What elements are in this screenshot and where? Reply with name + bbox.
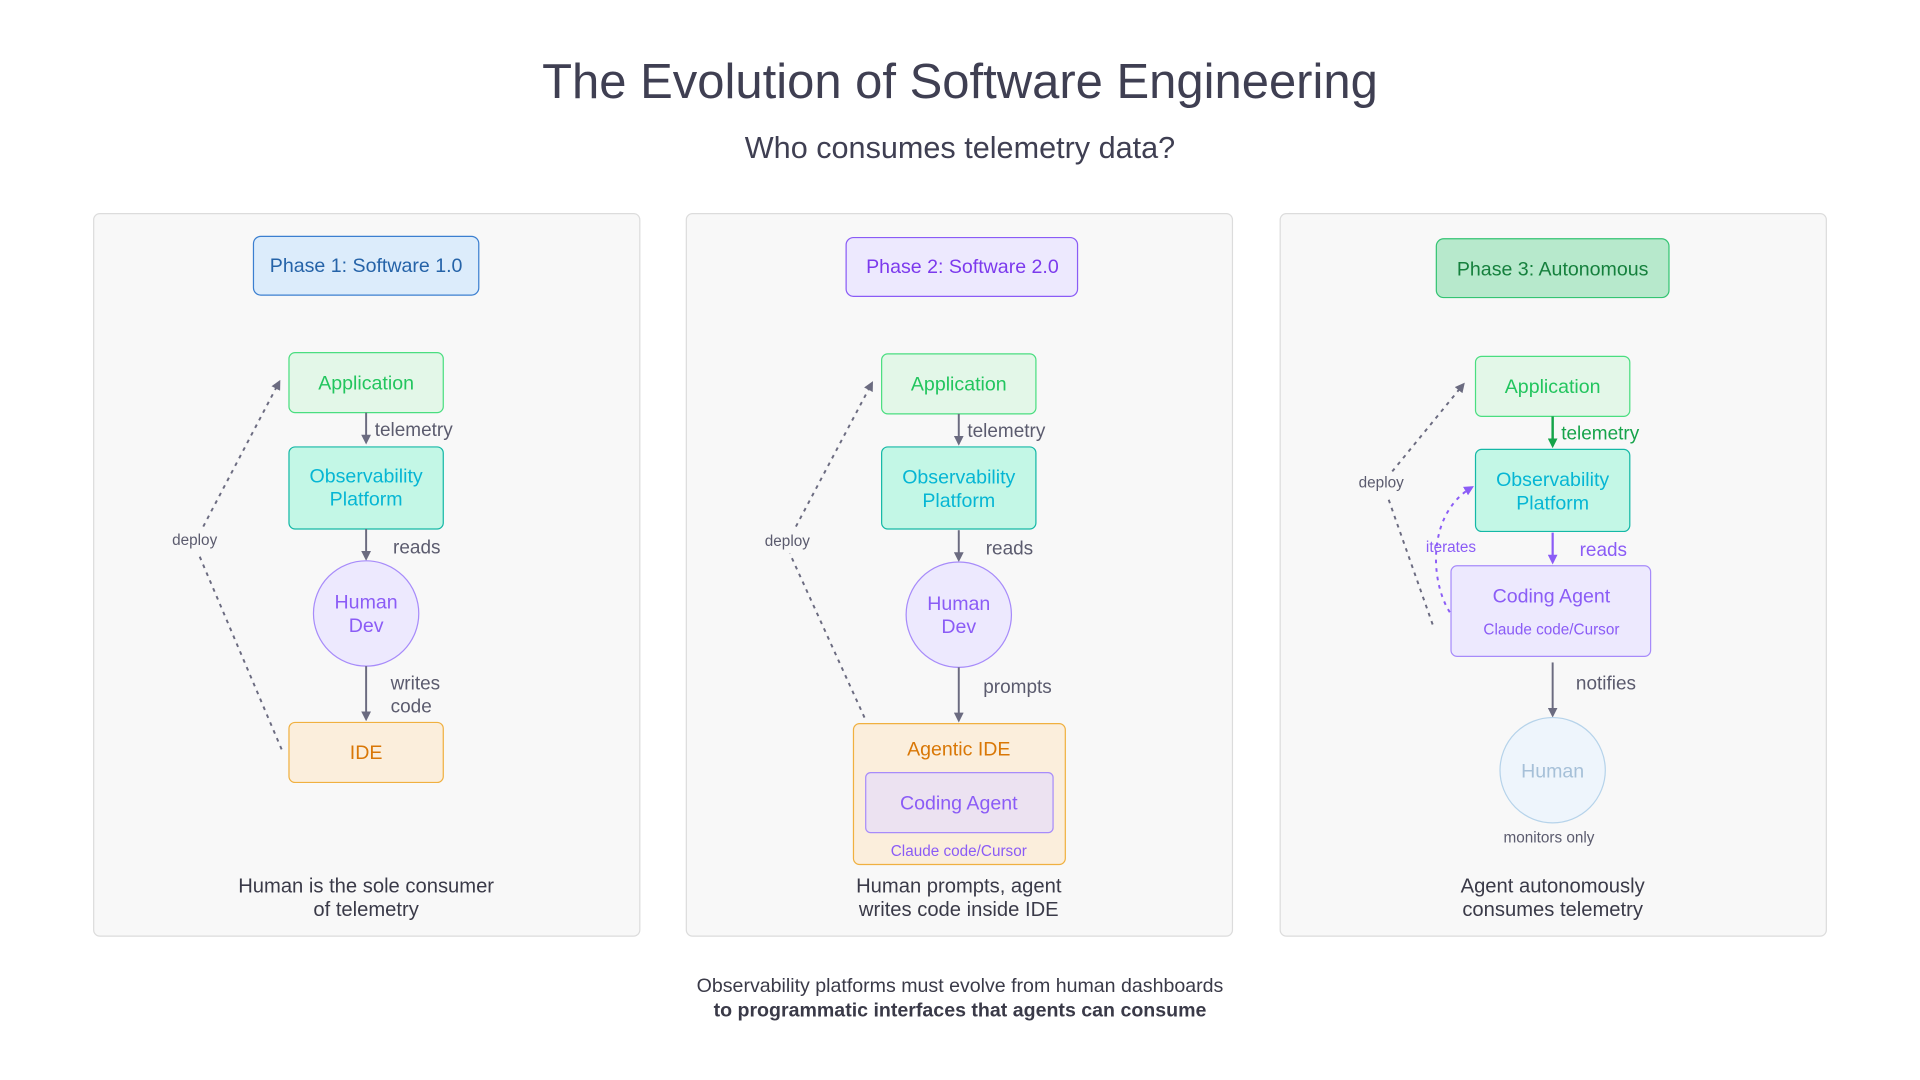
svg-text:Platform: Platform xyxy=(1516,492,1589,514)
observability-platform-node: Observability Platform xyxy=(881,446,1037,530)
svg-text:Coding Agent: Coding Agent xyxy=(900,792,1018,814)
reads-label: reads xyxy=(393,537,440,558)
prompts-label: prompts xyxy=(983,677,1052,698)
monitors-only-label: monitors only xyxy=(1503,829,1594,846)
iterates-label: iterates xyxy=(1426,539,1477,556)
phase-3-caption: Agent autonomously xyxy=(1461,876,1646,898)
svg-text:Phase 2: Software 2.0: Phase 2: Software 2.0 xyxy=(866,256,1059,278)
svg-text:Dev: Dev xyxy=(941,616,976,638)
svg-text:Phase 3: Autonomous: Phase 3: Autonomous xyxy=(1457,259,1649,281)
svg-text:Observability: Observability xyxy=(902,467,1015,489)
svg-text:Application: Application xyxy=(318,372,414,394)
svg-text:Application: Application xyxy=(911,374,1007,396)
observability-platform-node: Observability Platform xyxy=(1474,448,1631,533)
observability-platform-node: Observability Platform xyxy=(288,446,444,530)
code-label: code xyxy=(391,697,432,718)
reads-label: reads xyxy=(1580,540,1627,561)
deploy-arrow xyxy=(197,382,281,750)
phase-2-panel: Phase 2: Software 2.0 Application teleme… xyxy=(685,213,1234,937)
svg-text:Coding Agent: Coding Agent xyxy=(1493,585,1611,607)
coding-agent-node: Coding Agent Claude code/Cursor xyxy=(1450,565,1652,657)
svg-text:Platform: Platform xyxy=(330,489,403,511)
deploy-arrow xyxy=(788,383,872,718)
agentic-ide-node: Agentic IDE Coding Agent Claude code/Cur… xyxy=(852,723,1066,866)
svg-text:Human: Human xyxy=(1521,761,1584,783)
svg-text:Dev: Dev xyxy=(349,615,384,637)
svg-text:Human: Human xyxy=(335,592,398,614)
svg-text:Observability: Observability xyxy=(310,465,423,487)
phase-3-panel: Phase 3: Autonomous Application telemetr… xyxy=(1279,213,1827,937)
telemetry-label: telemetry xyxy=(375,420,454,441)
deploy-arrow xyxy=(1386,384,1463,625)
coding-agent-node: Coding Agent xyxy=(865,772,1054,834)
notifies-label: notifies xyxy=(1576,673,1636,694)
footer-line-1: Observability platforms must evolve from… xyxy=(697,975,1224,997)
phase-3-badge: Phase 3: Autonomous xyxy=(1435,238,1670,299)
iterates-arrow xyxy=(1435,486,1474,613)
phase-1-caption-2: of telemetry xyxy=(313,899,419,921)
svg-text:Phase 1: Software 1.0: Phase 1: Software 1.0 xyxy=(270,255,463,277)
phase-2-caption-2: writes code inside IDE xyxy=(858,899,1059,921)
svg-text:Human: Human xyxy=(927,593,990,615)
svg-text:Platform: Platform xyxy=(922,490,995,512)
human-dev-node: Human Dev xyxy=(312,560,420,667)
phase-2-caption: Human prompts, agent xyxy=(856,876,1062,898)
svg-text:Observability: Observability xyxy=(1496,469,1609,491)
reads-label: reads xyxy=(986,539,1033,560)
phase-1-caption: Human is the sole consumer xyxy=(238,876,494,898)
phase-3-caption-2: consumes telemetry xyxy=(1462,899,1644,921)
telemetry-label: telemetry xyxy=(1561,424,1640,445)
telemetry-label: telemetry xyxy=(967,421,1046,442)
writes-label: writes xyxy=(390,673,441,694)
human-node: Human xyxy=(1499,716,1606,824)
coding-agent-subtitle: Claude code/Cursor xyxy=(891,843,1027,860)
human-dev-node: Human Dev xyxy=(905,561,1013,668)
deploy-label: deploy xyxy=(172,532,217,549)
phase-1-panel: Phase 1: Software 1.0 Application teleme… xyxy=(93,213,641,937)
svg-text:Agentic IDE: Agentic IDE xyxy=(907,739,1010,761)
deploy-label: deploy xyxy=(1359,474,1404,491)
application-node: Application xyxy=(881,353,1037,415)
phase-2-badge: Phase 2: Software 2.0 xyxy=(845,236,1079,297)
application-node: Application xyxy=(1474,355,1631,417)
page-subtitle: Who consumes telemetry data? xyxy=(745,131,1175,165)
deploy-label: deploy xyxy=(765,533,810,550)
svg-text:Application: Application xyxy=(1505,376,1601,398)
footer-line-2: to programmatic interfaces that agents c… xyxy=(714,999,1207,1021)
page-title: The Evolution of Software Engineering xyxy=(542,55,1378,109)
svg-text:Claude code/Cursor: Claude code/Cursor xyxy=(1483,621,1619,638)
application-node: Application xyxy=(288,352,444,414)
ide-node: IDE xyxy=(288,721,444,784)
svg-text:IDE: IDE xyxy=(350,742,383,764)
phase-1-badge: Phase 1: Software 1.0 xyxy=(252,235,480,296)
